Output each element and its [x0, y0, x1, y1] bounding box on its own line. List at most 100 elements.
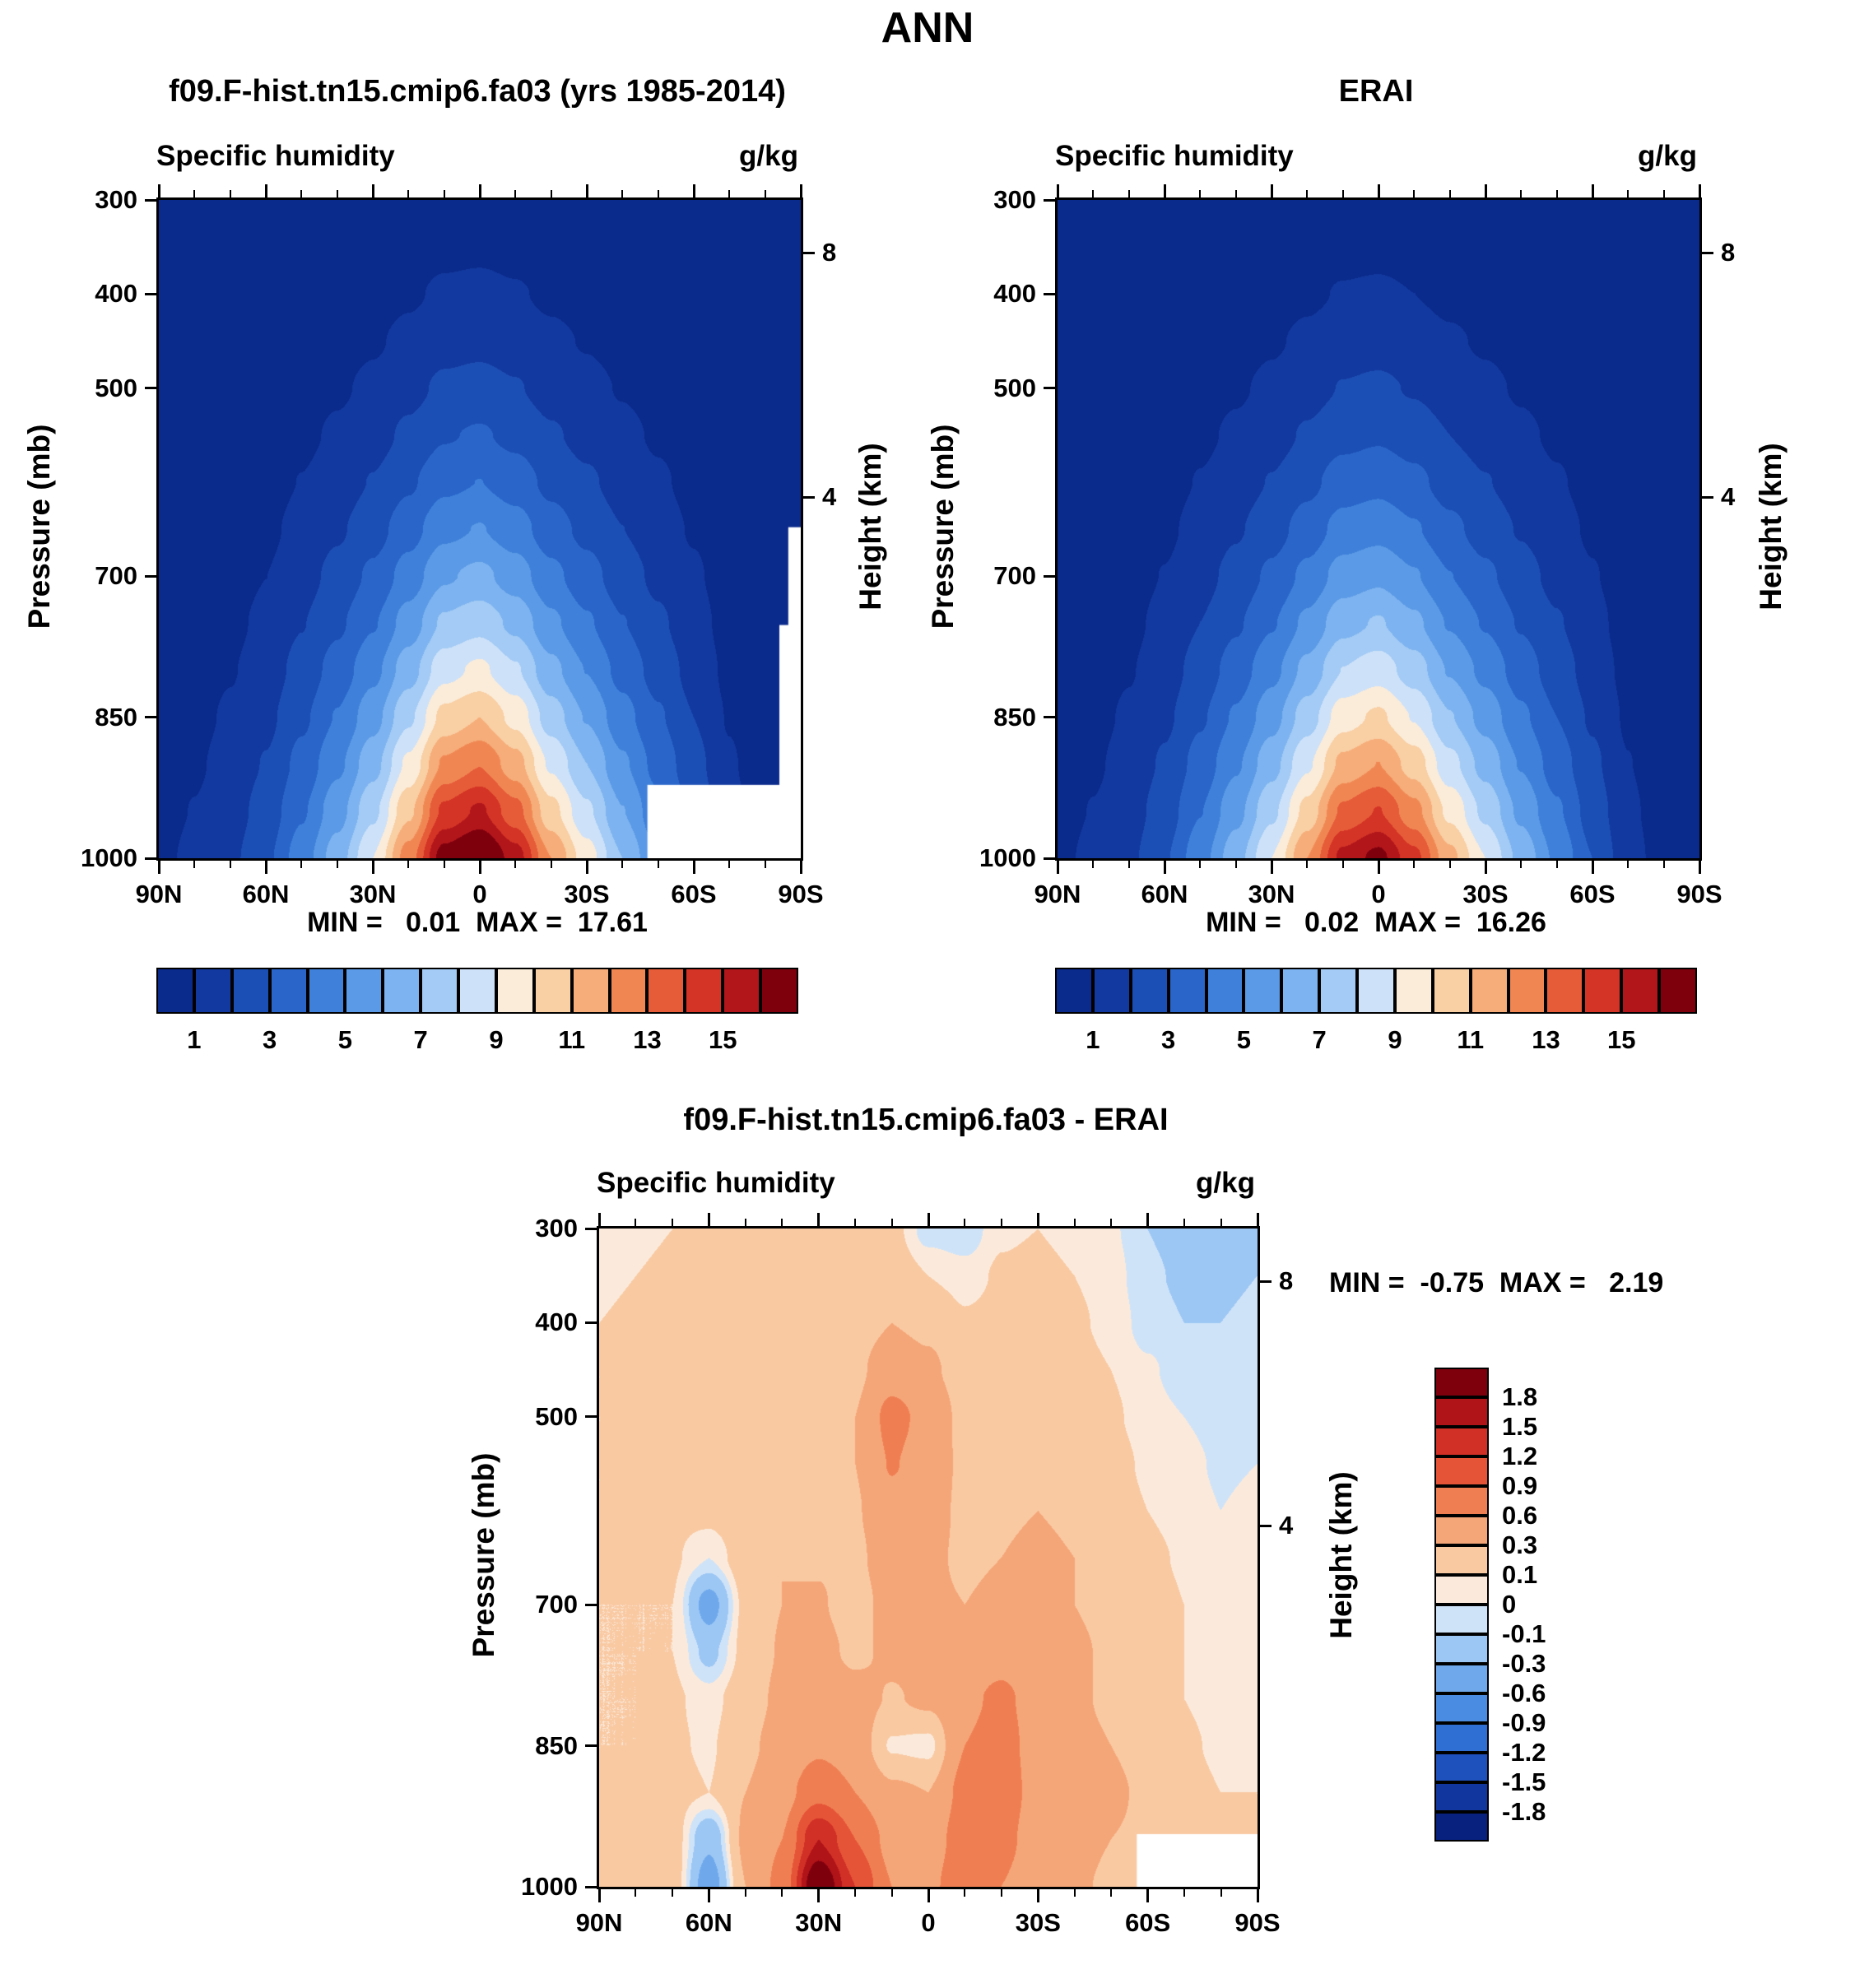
- lat-tick-mark: [1234, 861, 1237, 868]
- colorbar-cell: [1168, 968, 1206, 1014]
- lat-tick-mark: [1199, 861, 1202, 868]
- lat-tick-mark: [1127, 190, 1130, 197]
- lat-tick-mark: [707, 1213, 710, 1226]
- colorbar-cell: [685, 968, 723, 1014]
- colorbar-cell: [1434, 1812, 1489, 1842]
- pressure-tick-label: 500: [993, 373, 1036, 402]
- colorbar-cell: [1434, 1397, 1489, 1427]
- lat-tick-mark: [744, 1219, 746, 1226]
- lat-tick-mark: [1000, 1219, 1002, 1226]
- lat-tick-mark: [1056, 184, 1059, 197]
- lat-tick-mark: [443, 861, 445, 868]
- stats-model: MIN = 0.01 MAX = 17.61: [307, 907, 648, 938]
- colorbar-cell: [1434, 1664, 1489, 1693]
- lat-tick-mark: [597, 1213, 601, 1226]
- model-contour-canvas: [159, 200, 801, 858]
- lat-tick-mark: [1036, 1213, 1039, 1226]
- units-label-model: g/kg: [739, 140, 798, 172]
- units-label-diff: g/kg: [1196, 1167, 1255, 1199]
- lat-tick-mark: [1220, 1889, 1222, 1897]
- lat-tick-mark: [1073, 1219, 1076, 1226]
- lat-tick-mark: [1448, 861, 1451, 868]
- colorbar-tick-label: -1.2: [1502, 1738, 1546, 1767]
- lat-tick-mark: [692, 184, 695, 197]
- colorbar-cell: [609, 968, 648, 1014]
- colorbar-tick-label: 3: [263, 1025, 277, 1054]
- colorbar-cell: [1508, 968, 1546, 1014]
- colorbar-tick-label: 7: [1312, 1025, 1327, 1054]
- pressure-tick-mark: [585, 1885, 597, 1888]
- colorbar-cell: [1319, 968, 1358, 1014]
- lat-tick-mark: [1146, 1213, 1150, 1226]
- colorbar-tick-label: 1.5: [1502, 1412, 1538, 1441]
- erai-contour-canvas: [1058, 200, 1699, 858]
- pressure-tick-label: 1000: [81, 843, 137, 872]
- colorbar-tick-label: 5: [1236, 1025, 1252, 1054]
- lat-tick-mark: [1073, 1889, 1076, 1897]
- lat-tick-mark: [1183, 1889, 1186, 1897]
- colorbar-cell: [1434, 1427, 1489, 1456]
- colorbar-cell: [1434, 1575, 1489, 1605]
- lat-tick-mark: [193, 190, 196, 197]
- lat-tick-mark: [927, 1889, 930, 1902]
- lat-tick-mark: [764, 861, 766, 868]
- lat-tick-mark: [1627, 190, 1630, 197]
- lat-tick-mark: [1341, 190, 1344, 197]
- lat-tick-mark: [1413, 861, 1416, 868]
- lat-tick-mark: [1520, 861, 1523, 868]
- colorbar-cell: [458, 968, 496, 1014]
- pressure-tick-label: 400: [535, 1308, 578, 1337]
- pressure-tick-label: 500: [95, 373, 137, 402]
- lat-tick-label: 90S: [778, 880, 824, 908]
- lat-tick-mark: [585, 861, 588, 874]
- lat-tick-mark: [1591, 184, 1594, 197]
- lat-tick-mark: [1270, 184, 1273, 197]
- panel-title-model: f09.F-hist.tn15.cmip6.fa03 (yrs 1985-201…: [169, 74, 786, 109]
- lat-tick-mark: [1183, 1219, 1186, 1226]
- lat-tick-mark: [264, 184, 267, 197]
- lat-tick-mark: [1000, 1889, 1002, 1897]
- lat-tick-label: 60S: [671, 880, 717, 908]
- colorbar-tick-label: 3: [1161, 1025, 1176, 1054]
- lat-tick-mark: [799, 861, 802, 874]
- lat-tick-mark: [157, 861, 160, 874]
- pressure-tick-label: 850: [95, 702, 137, 732]
- pressure-tick-label: 700: [535, 1590, 578, 1619]
- pressure-axis-label-model: Pressure (mb): [22, 424, 56, 629]
- lat-tick-mark: [817, 1889, 821, 1902]
- lat-tick-label: 60N: [1141, 880, 1188, 908]
- colorbar-tick-label: 11: [1457, 1025, 1485, 1054]
- stats-diff: MIN = -0.75 MAX = 2.19: [1329, 1267, 1664, 1298]
- lat-tick-mark: [890, 1219, 893, 1226]
- lat-tick-mark: [1092, 190, 1095, 197]
- lat-tick-mark: [1555, 861, 1558, 868]
- pressure-tick-mark: [145, 716, 156, 719]
- lat-tick-mark: [635, 1219, 637, 1226]
- lat-tick-mark: [621, 190, 624, 197]
- lat-tick-label: 0: [921, 1908, 936, 1937]
- pressure-tick-mark: [1044, 716, 1055, 719]
- field-label-erai: Specific humidity: [1055, 140, 1294, 172]
- lat-tick-mark: [1256, 1889, 1259, 1902]
- colorbar-tick-label: 1.2: [1502, 1442, 1538, 1470]
- colorbar-cell: [156, 968, 194, 1014]
- lat-tick-mark: [1110, 1889, 1113, 1897]
- lat-tick-mark: [1110, 1219, 1113, 1226]
- colorbar-tick-label: 7: [413, 1025, 428, 1054]
- lat-tick-mark: [597, 1889, 601, 1902]
- lat-tick-mark: [781, 1889, 783, 1897]
- lat-tick-mark: [1377, 861, 1380, 874]
- lat-tick-mark: [1163, 184, 1166, 197]
- lat-tick-mark: [229, 190, 231, 197]
- colorbar-cell: [421, 968, 459, 1014]
- lat-tick-mark: [854, 1219, 857, 1226]
- colorbar-cell: [1434, 1516, 1489, 1545]
- colorbar-tick-label: 15: [708, 1025, 737, 1054]
- colorbar-cell: [1583, 968, 1622, 1014]
- lat-tick-mark: [300, 861, 303, 868]
- lat-tick-mark: [1234, 190, 1237, 197]
- lat-tick-mark: [707, 1889, 710, 1902]
- panel-title-diff: f09.F-hist.tn15.cmip6.fa03 - ERAI: [683, 1103, 1169, 1137]
- pressure-tick-mark: [1044, 387, 1055, 390]
